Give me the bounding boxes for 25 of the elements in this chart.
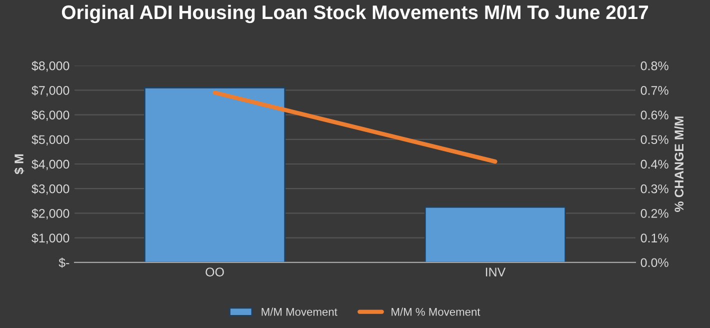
y-tick-label: $2,000: [32, 208, 70, 220]
y2-tick-label: 0.7%: [640, 86, 668, 95]
x-tick-label: INV: [486, 268, 506, 276]
chart-title: Original ADI Housing Loan Stock Movements M/M To June 2017: [62, 4, 648, 24]
y-tick-label: $8,000: [32, 60, 70, 72]
y-tick-label: $4,000: [32, 159, 70, 170]
y2-tick-label: 0.0%: [640, 258, 668, 268]
legend-label: M/M % Movement: [392, 308, 480, 316]
y-axis-title: $ M: [14, 154, 24, 174]
y2-tick-label: 0.5%: [640, 135, 668, 144]
legend-label: M/M Movement: [262, 308, 338, 316]
y-tick-label: $1,000: [32, 233, 70, 244]
y-tick-label: $5,000: [32, 134, 70, 146]
y-tick-label: $7,000: [32, 85, 70, 96]
y2-tick-label: 0.8%: [640, 61, 668, 70]
y2-tick-label: 0.6%: [640, 110, 668, 120]
y2-axis-title: % CHANGE M/M: [674, 116, 684, 212]
y2-tick-label: 0.2%: [640, 209, 668, 218]
y2-tick-label: 0.1%: [640, 234, 668, 242]
y2-tick-label: 0.3%: [640, 184, 668, 194]
y-tick-label: $-: [58, 258, 70, 268]
y2-tick-label: 0.4%: [640, 160, 668, 169]
x-tick-label: OO: [206, 268, 224, 276]
y-tick-label: $3,000: [32, 184, 70, 195]
y-tick-label: $6,000: [32, 110, 70, 121]
